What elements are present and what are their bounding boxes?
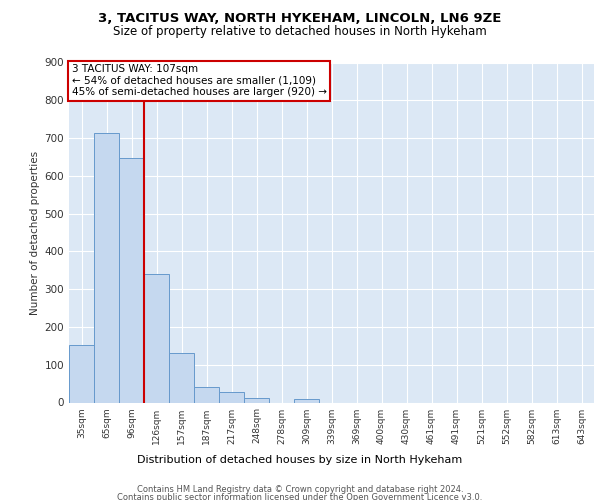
- Bar: [119, 158, 144, 402]
- Y-axis label: Number of detached properties: Number of detached properties: [31, 150, 40, 314]
- Text: Contains public sector information licensed under the Open Government Licence v3: Contains public sector information licen…: [118, 494, 482, 500]
- Text: 3 TACITUS WAY: 107sqm
← 54% of detached houses are smaller (1,109)
45% of semi-d: 3 TACITUS WAY: 107sqm ← 54% of detached …: [71, 64, 326, 98]
- Bar: [244, 398, 269, 402]
- Bar: [169, 354, 194, 403]
- Text: Size of property relative to detached houses in North Hykeham: Size of property relative to detached ho…: [113, 25, 487, 38]
- Text: Distribution of detached houses by size in North Hykeham: Distribution of detached houses by size …: [137, 455, 463, 465]
- Bar: [94, 133, 119, 402]
- Bar: [194, 388, 219, 402]
- Bar: [294, 400, 319, 402]
- Bar: [69, 345, 94, 403]
- Bar: [219, 392, 244, 402]
- Bar: [144, 274, 169, 402]
- Text: Contains HM Land Registry data © Crown copyright and database right 2024.: Contains HM Land Registry data © Crown c…: [137, 485, 463, 494]
- Text: 3, TACITUS WAY, NORTH HYKEHAM, LINCOLN, LN6 9ZE: 3, TACITUS WAY, NORTH HYKEHAM, LINCOLN, …: [98, 12, 502, 26]
